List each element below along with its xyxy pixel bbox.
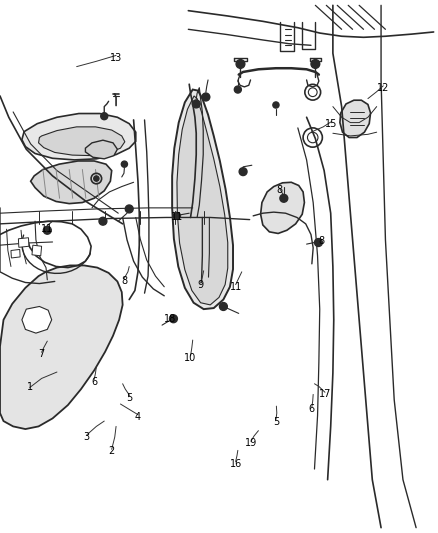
- Polygon shape: [39, 127, 125, 156]
- Text: 6: 6: [309, 405, 315, 414]
- Text: 8: 8: [318, 237, 324, 246]
- Circle shape: [121, 161, 127, 167]
- Circle shape: [192, 100, 200, 108]
- Polygon shape: [177, 96, 228, 305]
- Text: 10: 10: [184, 353, 197, 363]
- Text: 17: 17: [319, 390, 331, 399]
- Polygon shape: [22, 306, 52, 333]
- Text: 11: 11: [230, 282, 242, 292]
- Circle shape: [202, 93, 210, 101]
- Polygon shape: [172, 90, 233, 309]
- Circle shape: [101, 112, 108, 120]
- Circle shape: [273, 102, 279, 108]
- Text: 12: 12: [377, 83, 389, 93]
- Polygon shape: [11, 249, 20, 258]
- Text: 7: 7: [39, 350, 45, 359]
- Text: 3: 3: [84, 432, 90, 442]
- Text: 11: 11: [171, 212, 184, 222]
- Polygon shape: [340, 100, 371, 138]
- Text: 8: 8: [121, 276, 127, 286]
- Polygon shape: [18, 238, 29, 247]
- Circle shape: [125, 205, 133, 213]
- Text: 19: 19: [245, 439, 257, 448]
- Circle shape: [280, 195, 288, 202]
- Circle shape: [311, 60, 320, 68]
- Text: 4: 4: [135, 412, 141, 422]
- Circle shape: [99, 217, 107, 225]
- Text: 11: 11: [41, 224, 53, 234]
- Text: 2: 2: [109, 447, 115, 456]
- Circle shape: [219, 303, 227, 310]
- Text: 13: 13: [110, 53, 122, 62]
- Polygon shape: [261, 182, 304, 233]
- Circle shape: [170, 315, 177, 322]
- Text: 1: 1: [27, 383, 33, 392]
- Text: 5: 5: [127, 393, 133, 402]
- Circle shape: [234, 86, 241, 93]
- Polygon shape: [85, 140, 117, 159]
- Circle shape: [236, 60, 245, 68]
- Circle shape: [173, 212, 180, 220]
- Text: 5: 5: [273, 417, 279, 426]
- Text: 9: 9: [198, 280, 204, 290]
- Text: 16: 16: [230, 459, 242, 469]
- Polygon shape: [0, 265, 123, 429]
- Text: 8: 8: [276, 185, 283, 195]
- Polygon shape: [22, 114, 136, 160]
- Circle shape: [94, 176, 99, 181]
- Circle shape: [43, 227, 51, 234]
- Circle shape: [314, 239, 322, 246]
- Polygon shape: [32, 245, 42, 256]
- Text: 6: 6: [91, 377, 97, 386]
- Polygon shape: [31, 161, 112, 204]
- Circle shape: [239, 168, 247, 175]
- Text: 18: 18: [164, 314, 176, 324]
- Text: 15: 15: [325, 119, 338, 128]
